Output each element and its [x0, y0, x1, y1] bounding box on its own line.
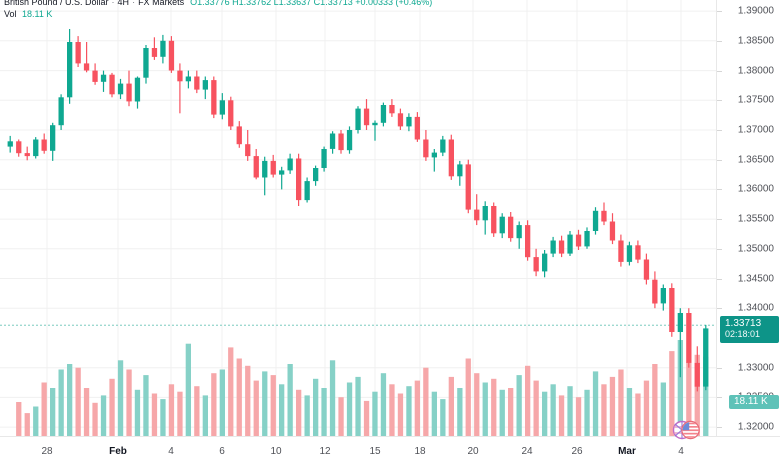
price-axis-tick	[717, 11, 722, 13]
price-axis-label: 1.39000	[737, 5, 774, 17]
price-axis-label: 1.33000	[737, 362, 774, 374]
price-axis-tick	[717, 308, 722, 310]
candlestick-svg	[0, 0, 716, 436]
time-axis-label: 10	[270, 446, 282, 457]
price-axis-tick	[717, 248, 722, 250]
time-axis-label: 18	[414, 446, 426, 457]
time-axis-label: Mar	[618, 446, 636, 457]
price-axis-tick	[717, 159, 722, 161]
price-axis-tick	[717, 129, 722, 131]
bar-countdown: 02:18:01	[725, 329, 761, 340]
time-axis-label: 26	[571, 446, 583, 457]
currency-pair-flag-icon	[671, 417, 701, 443]
chart-plot-area[interactable]	[0, 0, 716, 436]
price-axis-tick	[717, 397, 722, 399]
time-axis[interactable]: 28 Feb 4 6 10 12 15 18 20 24 26 Mar 4	[0, 436, 780, 470]
current-price-value: 1.33713	[725, 318, 762, 330]
price-axis-label: 1.35000	[737, 243, 774, 255]
price-axis-label: 1.37000	[737, 124, 774, 136]
price-axis-tick	[717, 278, 722, 280]
price-axis-label: 1.38000	[737, 65, 774, 77]
price-axis-label: 1.32000	[737, 421, 774, 433]
time-axis-label: 15	[369, 446, 381, 457]
price-axis-tick	[717, 40, 722, 42]
time-axis-label: 20	[467, 446, 479, 457]
price-axis-tick	[717, 100, 722, 102]
time-axis-label: 6	[219, 446, 225, 457]
price-axis-label: 1.35500	[737, 213, 774, 225]
price-axis[interactable]: 1.39000 1.38500 1.38000 1.37500 1.37000 1.365…	[716, 0, 780, 436]
time-axis-label: 4	[168, 446, 174, 457]
price-axis-tick	[717, 427, 722, 429]
price-axis-tick	[717, 367, 722, 369]
price-axis-tick	[717, 70, 722, 72]
price-axis-label: 1.36000	[737, 183, 774, 195]
price-axis-label: 1.36500	[737, 154, 774, 166]
price-axis-tick	[717, 219, 722, 221]
time-axis-label: 4	[678, 446, 684, 457]
time-axis-label: 24	[521, 446, 533, 457]
time-axis-label: Feb	[109, 446, 127, 457]
price-axis-label: 1.37500	[737, 94, 774, 106]
price-axis-label: 1.34500	[737, 273, 774, 285]
price-axis-label: 1.38500	[737, 35, 774, 47]
price-axis-label: 1.34000	[737, 302, 774, 314]
time-axis-label: 28	[41, 446, 53, 457]
time-axis-label: 12	[319, 446, 331, 457]
current-volume-badge: 18.11 K	[729, 394, 779, 409]
current-price-badge: 1.33713 02:18:01	[720, 316, 779, 344]
price-axis-tick	[717, 189, 722, 191]
